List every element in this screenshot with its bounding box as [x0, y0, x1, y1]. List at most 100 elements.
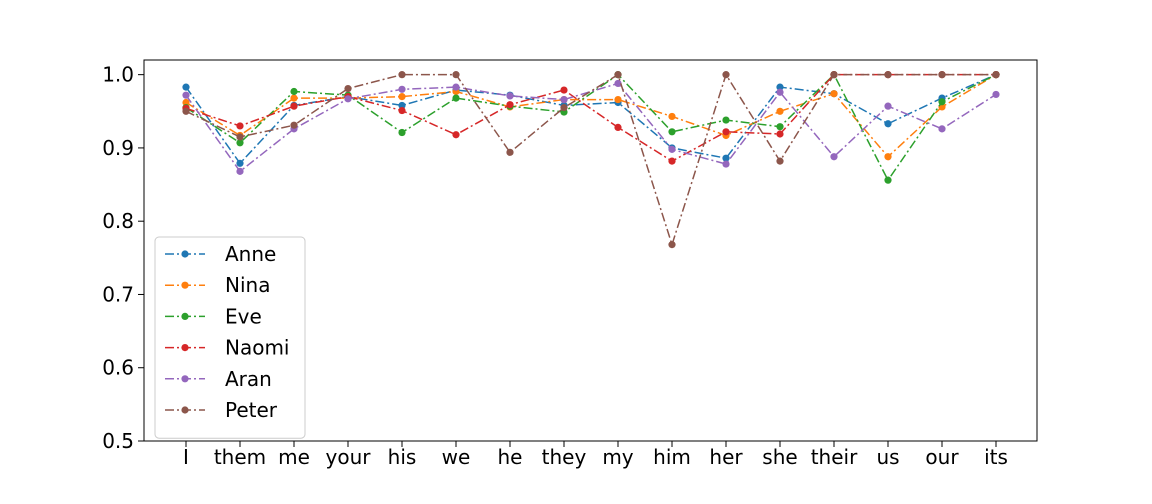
legend-item-peter: Peter [165, 398, 278, 422]
data-point [722, 160, 730, 168]
y-tick-label: 1.0 [102, 63, 134, 87]
x-tick-label: our [925, 445, 959, 469]
x-tick-label: I [183, 445, 189, 469]
legend-item-aran: Aran [165, 367, 272, 391]
data-point [506, 92, 514, 100]
series-line [185, 73, 997, 182]
x-tick-label: she [762, 445, 797, 469]
data-point [236, 167, 244, 175]
plot-frame [143, 59, 1038, 442]
data-point [668, 145, 676, 153]
data-point [830, 153, 838, 161]
data-point [938, 71, 946, 79]
legend-label: Aran [225, 367, 272, 391]
x-tick-label: he [498, 445, 523, 469]
legend-marker [181, 312, 189, 320]
data-point [560, 86, 568, 94]
series-line [185, 82, 997, 173]
data-point [182, 91, 190, 99]
data-point [722, 71, 730, 79]
data-point [614, 123, 622, 132]
data-point [506, 148, 514, 156]
data-point [938, 98, 946, 106]
data-point [398, 93, 406, 101]
data-point [560, 104, 568, 112]
legend-box [154, 236, 306, 439]
data-point [776, 107, 784, 115]
data-point [506, 101, 514, 109]
data-point [776, 157, 784, 165]
data-point [236, 122, 244, 130]
data-point [182, 98, 190, 107]
data-point [236, 133, 244, 141]
data-point [290, 94, 298, 102]
legend-label: Anne [225, 242, 276, 266]
data-point [344, 95, 352, 103]
data-point [830, 90, 838, 98]
x-tick-label: my [602, 445, 633, 469]
data-point [452, 131, 460, 139]
data-point [398, 106, 406, 115]
data-point [398, 71, 406, 79]
data-point [776, 88, 784, 96]
series-peter [182, 71, 1000, 249]
series-layer [182, 71, 1000, 249]
x-tick-label: me [278, 445, 310, 469]
x-tick-label: your [326, 445, 372, 469]
data-point [560, 95, 568, 104]
x-tick-label: them [214, 445, 266, 469]
data-point [668, 112, 676, 121]
data-point [236, 159, 244, 167]
y-axis-ticks: 0.5 0.6 0.7 0.8 0.9 1.0 [102, 63, 144, 453]
legend-marker [181, 406, 189, 414]
legend-label: Peter [225, 398, 278, 422]
legend-item-anne: Anne [165, 242, 276, 266]
data-point [452, 94, 460, 102]
data-point [236, 139, 244, 147]
x-tick-label: his [388, 445, 417, 469]
y-tick-label: 0.7 [102, 282, 134, 306]
y-tick-label: 0.5 [102, 429, 134, 453]
data-point [992, 90, 1000, 99]
data-point [884, 102, 892, 110]
data-point [398, 85, 406, 93]
data-point [884, 71, 892, 79]
x-tick-label: their [811, 445, 858, 469]
data-point [884, 153, 892, 161]
series-aran [182, 79, 1000, 175]
x-tick-label: they [542, 445, 587, 469]
data-point [614, 79, 622, 88]
y-tick-label: 0.9 [102, 136, 134, 160]
legend: Anne Nina Eve Naomi Aran Peter [154, 236, 306, 439]
data-point [722, 154, 730, 162]
series-line [185, 74, 997, 158]
data-point [398, 101, 406, 110]
legend-item-eve: Eve [165, 304, 262, 328]
data-point [884, 120, 892, 128]
legend-item-nina: Nina [165, 273, 270, 297]
data-point [182, 83, 190, 91]
data-point [830, 71, 838, 79]
x-tick-label: us [876, 445, 899, 469]
legend-marker [181, 250, 189, 258]
data-point [776, 83, 784, 91]
x-tick-label: her [709, 445, 743, 469]
legend-marker [181, 344, 189, 352]
series-line [185, 72, 996, 248]
x-tick-label: him [653, 445, 691, 469]
data-point [776, 123, 784, 131]
y-tick-label: 0.8 [102, 209, 134, 233]
data-point [668, 241, 676, 249]
data-point [884, 176, 892, 184]
data-point [722, 116, 730, 124]
legend-marker [181, 281, 189, 289]
data-point [668, 157, 676, 165]
x-tick-label: its [984, 445, 1008, 469]
data-point [614, 95, 622, 104]
data-point [290, 121, 298, 129]
data-point [938, 125, 946, 133]
legend-item-naomi: Naomi [165, 336, 290, 360]
legend-label: Eve [225, 304, 262, 328]
